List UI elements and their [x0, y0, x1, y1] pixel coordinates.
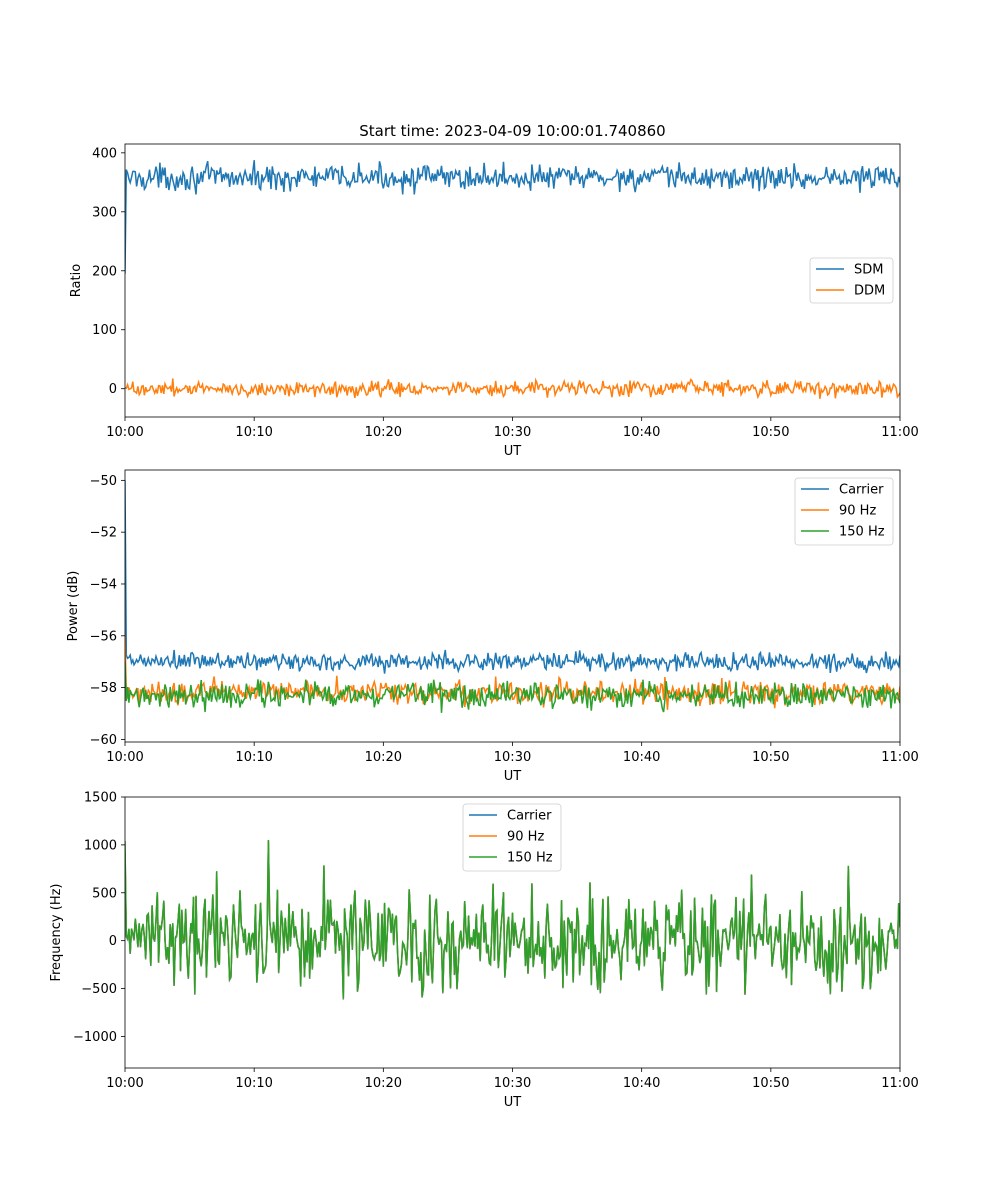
y-tick-label: −54	[90, 577, 117, 592]
y-axis-label: Frequency (Hz)	[49, 883, 64, 981]
x-tick-label: 10:50	[752, 750, 789, 765]
y-tick-label: 1000	[84, 838, 117, 853]
x-tick-label: 10:40	[623, 425, 660, 440]
y-tick-label: −58	[90, 681, 117, 696]
series-line-carrier	[125, 480, 900, 674]
x-tick-label: 10:10	[235, 750, 272, 765]
y-tick-label: 500	[92, 886, 117, 901]
legend-label-ddm: DDM	[854, 284, 885, 299]
x-tick-label: 10:00	[106, 750, 143, 765]
y-tick-label: −1000	[73, 1030, 117, 1045]
legend-box	[462, 803, 562, 872]
series-line-150-hz	[125, 839, 900, 999]
y-axis-label: Ratio	[69, 264, 84, 297]
y-tick-label: −500	[81, 982, 117, 997]
x-axis-label: UT	[504, 444, 522, 459]
y-tick-label: 0	[109, 382, 117, 397]
legend: Carrier 90 Hz 150 Hz	[462, 803, 562, 872]
y-tick-label: 400	[92, 146, 117, 161]
y-tick-label: 200	[92, 264, 117, 279]
legend-label-90-hz: 90 Hz	[839, 504, 876, 519]
axes-frame	[124, 143, 901, 418]
y-tick-label: −50	[90, 474, 117, 489]
x-tick-label: 10:30	[494, 1076, 531, 1091]
series-line-90-hz	[125, 635, 900, 710]
panel-2: 10:00 10:10 10:20 10:30 10:40 10:50 11:00 UT −60…	[66, 469, 919, 784]
panel-3: 10:00 10:10 10:20 10:30 10:40 10:50 11:00 UT −10…	[49, 791, 919, 1111]
x-axis-label: UT	[504, 769, 522, 784]
y-tick-label: −56	[90, 629, 117, 644]
legend: SDM DDM	[809, 257, 894, 304]
panel-1: 10:00 10:10 10:20 10:30 10:40 10:50 11:00 UT 0 10…	[69, 143, 919, 459]
figure-title: Start time: 2023-04-09 10:00:01.740860	[359, 122, 665, 140]
y-tick-label: 1500	[84, 791, 117, 806]
x-axis-label: UT	[504, 1095, 522, 1110]
x-tick-label: 11:00	[881, 1076, 918, 1091]
legend-label-150-hz: 150 Hz	[507, 851, 553, 866]
legend-label-carrier: Carrier	[507, 809, 552, 824]
y-tick-label: −60	[90, 733, 117, 748]
x-tick-label: 10:20	[365, 750, 402, 765]
legend-label-sdm: SDM	[854, 263, 883, 278]
legend-label-carrier: Carrier	[839, 483, 884, 498]
x-tick-label: 10:50	[752, 425, 789, 440]
y-tick-label: 0	[109, 934, 117, 949]
x-tick-label: 10:40	[623, 1076, 660, 1091]
legend-label-150-hz: 150 Hz	[839, 525, 885, 540]
y-axis-label: Power (dB)	[66, 571, 81, 642]
y-tick-label: 100	[92, 323, 117, 338]
legend: Carrier 90 Hz 150 Hz	[794, 477, 894, 546]
series-line-150-hz	[125, 661, 900, 713]
series-line-sdm	[125, 160, 900, 274]
x-tick-label: 11:00	[881, 425, 918, 440]
x-tick-label: 10:20	[365, 1076, 402, 1091]
series-line-ddm	[125, 377, 900, 400]
x-tick-label: 10:40	[623, 750, 660, 765]
x-tick-label: 10:00	[106, 1076, 143, 1091]
x-tick-label: 11:00	[881, 750, 918, 765]
y-tick-label: 300	[92, 205, 117, 220]
x-tick-label: 10:10	[235, 425, 272, 440]
y-tick-label: −52	[90, 526, 117, 541]
legend-label-90-hz: 90 Hz	[507, 830, 544, 845]
x-tick-label: 10:00	[106, 425, 143, 440]
x-tick-label: 10:30	[494, 425, 531, 440]
x-tick-label: 10:20	[365, 425, 402, 440]
x-tick-label: 10:50	[752, 1076, 789, 1091]
x-tick-label: 10:10	[235, 1076, 272, 1091]
legend-box	[794, 477, 894, 546]
x-tick-label: 10:30	[494, 750, 531, 765]
